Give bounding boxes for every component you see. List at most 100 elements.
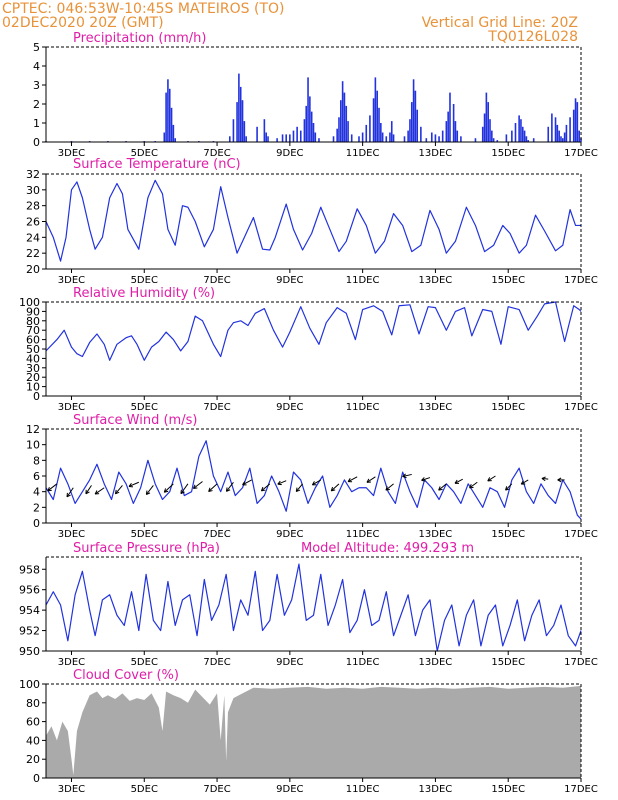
precip-bar <box>365 124 368 142</box>
wind-x-tick-label: 11DEC <box>346 529 380 540</box>
precip-bar <box>390 121 393 142</box>
wind-y-tick-label: 2 <box>33 501 40 514</box>
humidity-x-tick-label: 3DEC <box>58 402 85 413</box>
wind-vector-arrow <box>277 480 287 486</box>
precip-bar <box>296 126 298 142</box>
humidity-x-tick-label: 13DEC <box>419 402 453 413</box>
precip-bar <box>412 79 415 142</box>
precip-bar <box>527 140 530 142</box>
precip-bar <box>336 128 338 142</box>
wind-vector-arrow <box>330 483 340 492</box>
precip-bar <box>172 124 175 142</box>
wind-y-tick-label: 10 <box>26 439 40 452</box>
precip-bar <box>409 119 411 142</box>
pressure-line <box>45 563 582 652</box>
precip-bar <box>521 126 524 142</box>
wind-vector-arrow <box>438 483 447 491</box>
cloud-x-tick-label: 15DEC <box>491 784 525 795</box>
precip-bar <box>165 92 167 142</box>
humidity-x-tick-label: 9DEC <box>276 402 303 413</box>
precip-y-tick-label: 1 <box>33 117 40 130</box>
wind-vector-arrow <box>114 485 123 495</box>
precip-bar <box>340 100 342 142</box>
precip-bar <box>381 132 384 142</box>
wind-x-tick-label: 3DEC <box>58 529 85 540</box>
precip-bar <box>267 136 269 142</box>
cloud-y-tick-label: 100 <box>19 678 40 691</box>
wind-vector-arrow <box>295 483 303 492</box>
precip-bar <box>276 138 278 142</box>
cloud-panel: 0 20 40 60 80 100 3DEC 5DEC 7DEC 9DEC 11DEC 13DEC 15… <box>19 678 598 795</box>
wind-vector-arrow <box>402 473 412 479</box>
wind-vector-arrow <box>85 485 92 495</box>
precip-x-tick-label: 11DEC <box>346 148 380 159</box>
precip-bar <box>514 123 517 142</box>
wind-vector-arrow <box>192 481 203 489</box>
temperature-x-tick-label: 5DEC <box>131 275 158 286</box>
precip-bar <box>460 136 462 142</box>
wind-x-tick-label: 7DEC <box>203 529 230 540</box>
precip-bar <box>341 81 344 142</box>
humidity-x-tick-label: 7DEC <box>203 402 230 413</box>
precip-bar <box>489 119 491 142</box>
precip-bar <box>174 138 176 142</box>
wind-vector-arrow <box>208 483 218 493</box>
precip-bar <box>403 136 406 142</box>
wind-vector-arrow <box>557 477 565 483</box>
header-run-time: 02DEC2020 20Z (GMT) <box>2 15 164 31</box>
wind-x-tick-label: 5DEC <box>131 529 158 540</box>
wind-vector-arrow <box>347 476 358 483</box>
wind-vector-arrow <box>541 476 549 482</box>
precip-bar <box>447 111 449 142</box>
precip-bar <box>430 132 433 142</box>
header-location: CPTEC: 046:53W-10:45S MATEIROS (TO) <box>2 1 285 17</box>
precip-bar <box>505 134 508 142</box>
wind-y-tick-label: 0 <box>33 517 40 530</box>
precip-bar <box>289 134 291 142</box>
cloud-x-tick-label: 3DEC <box>58 784 85 795</box>
pressure-y-tick-label: 956 <box>19 584 40 597</box>
cloud-x-tick-label: 11DEC <box>346 784 380 795</box>
precip-bar <box>392 134 395 142</box>
wind-vector-arrow <box>260 483 271 492</box>
precip-bar <box>241 100 244 142</box>
precip-x-tick-label: 17DEC <box>564 148 598 159</box>
wind-vector-arrow <box>366 476 376 483</box>
temperature-y-tick-label: 20 <box>26 263 40 276</box>
humidity-x-tick-label: 17DEC <box>564 402 598 413</box>
humidity-y-tick-label: 30 <box>26 362 40 375</box>
wind-vector-arrow <box>385 483 394 491</box>
cloud-cover-area <box>46 685 581 778</box>
pressure-x-tick-label: 13DEC <box>419 657 453 668</box>
precip-bar <box>487 102 489 142</box>
temperature-title: Surface Temperature (nC) <box>73 157 241 172</box>
humidity-y-tick-label: 50 <box>26 343 40 356</box>
precip-y-tick-label: 4 <box>33 60 40 73</box>
wind-vector-arrow <box>66 487 74 498</box>
precip-bar <box>299 130 302 142</box>
humidity-y-tick-label: 0 <box>33 390 40 403</box>
precip-bar <box>228 136 231 142</box>
humidity-x-tick-label: 11DEC <box>346 402 380 413</box>
header-grid-note: Vertical Grid Line: 20Z <box>422 15 578 31</box>
precip-bar <box>554 117 557 142</box>
cloud-x-tick-label: 5DEC <box>131 784 158 795</box>
precip-bar <box>532 138 535 142</box>
temperature-x-tick-label: 11DEC <box>346 275 380 286</box>
humidity-x-tick-label: 5DEC <box>131 402 158 413</box>
cloud-y-tick-label: 60 <box>26 716 40 729</box>
wind-y-tick-label: 12 <box>26 423 40 436</box>
cloud-y-tick-label: 80 <box>26 697 40 710</box>
precip-bar <box>485 92 488 142</box>
wind-vector-arrow <box>487 475 496 482</box>
precip-bar <box>414 90 417 142</box>
precip-bar <box>285 134 287 142</box>
precip-bar <box>309 96 311 142</box>
precip-bar <box>572 109 575 142</box>
precip-bar <box>511 130 513 142</box>
pressure-x-tick-label: 7DEC <box>203 657 230 668</box>
precip-y-tick-label: 5 <box>33 41 40 54</box>
precip-bar <box>562 138 564 142</box>
